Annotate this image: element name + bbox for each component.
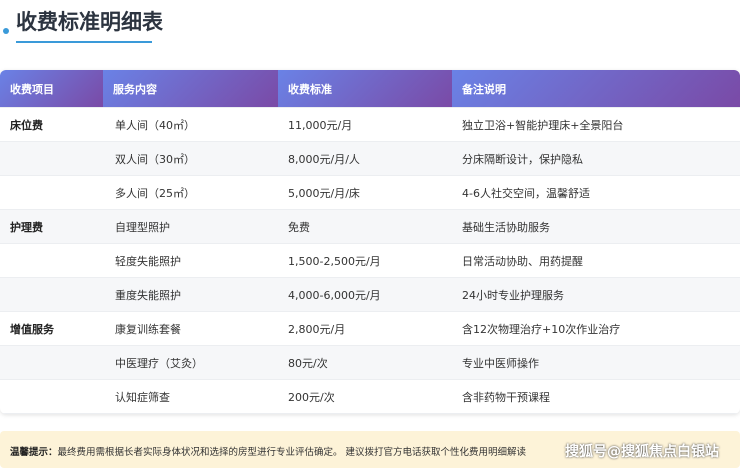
price-cell: 2,800元/月	[288, 322, 346, 336]
table-header: 收费项目 服务内容 收费标准 备注说明	[0, 70, 740, 108]
category-cell: 护理费	[10, 220, 43, 234]
page-title: 收费标准明细表	[16, 10, 163, 34]
note-cell: 日常活动协助、用药提醒	[462, 254, 583, 268]
tip-banner: 温馨提示：最终费用需根据长者实际身体状况和选择的房型进行专业评估确定。 建议拨打…	[0, 431, 740, 468]
service-cell: 自理型照护	[115, 220, 170, 234]
table-row: 多人间（25㎡） 5,000元/月/床 4-6人社交空间，温馨舒适	[0, 176, 740, 210]
category-cell: 增值服务	[10, 322, 54, 336]
table-row: 重度失能照护 4,000-6,000元/月 24小时专业护理服务	[0, 278, 740, 312]
note-cell: 专业中医师操作	[462, 356, 539, 370]
price-cell: 200元/次	[288, 390, 335, 404]
price-cell: 4,000-6,000元/月	[288, 288, 381, 302]
tip-label: 温馨提示：	[10, 447, 58, 458]
service-cell: 认知症筛查	[115, 390, 170, 404]
price-cell: 8,000元/月/人	[288, 152, 360, 166]
price-cell: 5,000元/月/床	[288, 186, 360, 200]
note-cell: 含非药物干预课程	[462, 390, 550, 404]
table-row: 增值服务 康复训练套餐 2,800元/月 含12次物理治疗+10次作业治疗	[0, 312, 740, 346]
service-cell: 康复训练套餐	[115, 322, 181, 336]
price-cell: 80元/次	[288, 356, 328, 370]
note-cell: 4-6人社交空间，温馨舒适	[462, 186, 590, 200]
header-cell: 服务内容	[103, 70, 278, 107]
price-cell: 1,500-2,500元/月	[288, 254, 381, 268]
title-underline	[16, 41, 152, 43]
table-row: 双人间（30㎡） 8,000元/月/人 分床隔断设计，保护隐私	[0, 142, 740, 176]
service-cell: 轻度失能照护	[115, 254, 181, 268]
table-row: 护理费 自理型照护 免费 基础生活协助服务	[0, 210, 740, 244]
header-cell: 收费项目	[0, 70, 103, 107]
table-row: 轻度失能照护 1,500-2,500元/月 日常活动协助、用药提醒	[0, 244, 740, 278]
fee-table: 收费项目 服务内容 收费标准 备注说明 床位费 单人间（40㎡） 11,000元/月…	[0, 70, 740, 414]
service-cell: 中医理疗（艾灸）	[115, 356, 203, 370]
note-cell: 含12次物理治疗+10次作业治疗	[462, 322, 621, 336]
table-row: 认知症筛查 200元/次 含非药物干预课程	[0, 380, 740, 414]
table-row: 床位费 单人间（40㎡） 11,000元/月 独立卫浴+智能护理床+全景阳台	[0, 108, 740, 142]
title-dot	[3, 28, 9, 34]
header-cell: 收费标准	[278, 70, 452, 107]
price-cell: 11,000元/月	[288, 118, 353, 132]
note-cell: 分床隔断设计，保护隐私	[462, 152, 583, 166]
service-cell: 单人间（40㎡）	[115, 118, 195, 132]
category-cell: 床位费	[10, 118, 43, 132]
watermark: 搜狐号@搜狐焦点白银站	[565, 444, 719, 460]
note-cell: 基础生活协助服务	[462, 220, 550, 234]
service-cell: 双人间（30㎡）	[115, 152, 195, 166]
tip-text: 最终费用需根据长者实际身体状况和选择的房型进行专业评估确定。 建议拨打官方电话获…	[57, 447, 527, 458]
price-cell: 免费	[288, 220, 310, 234]
note-cell: 独立卫浴+智能护理床+全景阳台	[462, 118, 624, 132]
header-cell: 备注说明	[452, 70, 740, 107]
service-cell: 多人间（25㎡）	[115, 186, 195, 200]
table-row: 中医理疗（艾灸） 80元/次 专业中医师操作	[0, 346, 740, 380]
note-cell: 24小时专业护理服务	[462, 288, 564, 302]
service-cell: 重度失能照护	[115, 288, 181, 302]
